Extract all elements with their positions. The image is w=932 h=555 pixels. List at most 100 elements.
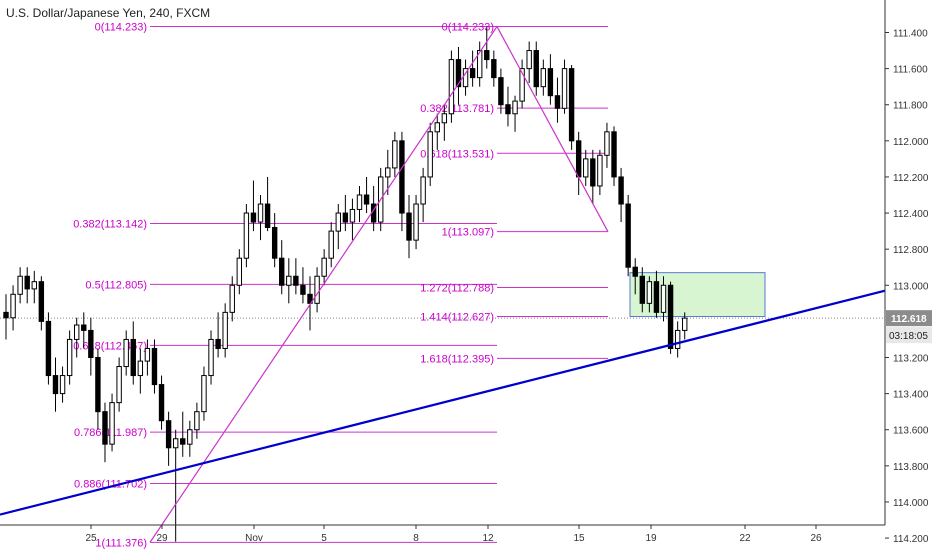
candle-body <box>420 176 426 205</box>
candle-body <box>102 411 108 445</box>
candle-body <box>476 50 483 79</box>
support-trendline[interactable] <box>0 289 886 516</box>
price-tick-label: 113.000 <box>893 281 929 292</box>
candle-body <box>590 158 596 187</box>
candle-body <box>24 275 30 290</box>
time-tick-label: 25 <box>85 533 97 544</box>
candle-body <box>540 68 547 88</box>
time-tick-label: 5 <box>321 533 327 544</box>
pattern-zigzag <box>149 25 609 543</box>
candle-body <box>321 257 327 277</box>
candle-body <box>342 212 349 223</box>
candle-body <box>413 203 419 241</box>
highlight-box[interactable] <box>629 272 766 318</box>
candle-body <box>498 77 504 106</box>
price-tick-label: 111.600 <box>893 65 928 76</box>
candle-body <box>130 338 136 377</box>
candle-body <box>88 329 94 359</box>
fib-retracement-label: 0(114.233) <box>95 22 147 34</box>
price-tick-label: 112.800 <box>893 245 929 256</box>
candle-body <box>505 104 511 115</box>
candle-body <box>441 113 448 124</box>
candle-body <box>526 50 532 70</box>
candle-body <box>172 438 179 449</box>
candle-body <box>257 203 264 223</box>
candle-body <box>17 275 23 295</box>
price-tick-label: 112.400 <box>893 209 929 220</box>
price-tick-label: 113.200 <box>893 354 929 365</box>
candle-body <box>45 320 52 377</box>
candle-body <box>674 329 681 349</box>
candle-body <box>10 293 16 319</box>
candle-body <box>3 311 9 319</box>
candle-body <box>385 167 391 178</box>
candle-body <box>484 50 490 61</box>
price-tick-label: 113.600 <box>893 426 929 437</box>
fib-extension-label: 0(114.233) <box>442 22 494 34</box>
candle-body <box>66 338 73 377</box>
candle-body <box>512 100 518 115</box>
time-tick-label: 8 <box>413 533 419 544</box>
candle-body <box>201 375 207 413</box>
candle-body <box>554 95 561 109</box>
candle-body <box>38 281 45 322</box>
fib-extension-label: 1.618(112.395) <box>420 353 494 365</box>
fib-retracement-label: 1(111.376) <box>95 537 147 549</box>
candle-body <box>59 375 66 395</box>
last-price-badge <box>886 310 932 327</box>
candle-body <box>236 257 243 286</box>
candle-body <box>95 357 101 413</box>
trendline-layer[interactable] <box>0 289 886 516</box>
candle-body <box>116 366 122 404</box>
candle-body <box>575 140 582 178</box>
candle-body <box>74 324 80 340</box>
candle-body <box>109 402 115 445</box>
fib-extension-label: 1(113.097) <box>442 227 494 239</box>
candle-body <box>604 131 610 156</box>
candle-body <box>151 347 158 386</box>
symbol-title: U.S. Dollar/Japanese Yen, 240, FXCM <box>6 6 211 20</box>
candle-body <box>335 212 341 232</box>
fib-extension-label: 1.272(112.788) <box>420 282 494 294</box>
candle-body <box>653 281 660 313</box>
candle-body <box>399 140 405 214</box>
candle-body <box>194 411 200 431</box>
candle-body <box>646 281 653 304</box>
candle-body <box>349 208 356 223</box>
candle-body <box>611 131 617 178</box>
candle-body <box>682 317 688 331</box>
time-tick-label: 26 <box>810 533 822 544</box>
candle-body <box>144 347 151 362</box>
candle-body <box>307 293 313 304</box>
time-tick-label: 19 <box>645 533 657 544</box>
candles-layer <box>3 26 688 542</box>
candle-body <box>222 311 228 349</box>
candle-body <box>31 281 37 290</box>
candle-body <box>271 227 278 259</box>
candle-body <box>314 275 320 304</box>
pattern-layer <box>149 25 609 543</box>
time-tick-label: Nov <box>245 533 263 544</box>
candle-body <box>667 284 674 349</box>
time-tick-label: 12 <box>482 533 494 544</box>
candle-body <box>52 375 59 395</box>
fib-extension-label: 0.618(113.531) <box>420 148 494 160</box>
candle-body <box>660 284 667 313</box>
price-tick-label: 112.000 <box>893 137 929 148</box>
candle-body <box>547 68 554 97</box>
candle-body <box>123 338 129 368</box>
candle-body <box>568 68 575 142</box>
countdown-label: 03:18:05 <box>889 331 928 342</box>
candle-body <box>618 176 624 205</box>
candle-body <box>356 194 363 210</box>
fib-retracement-label: 0.382(113.142) <box>73 219 147 231</box>
price-tick-label: 113.800 <box>893 462 929 473</box>
time-tick-label: 29 <box>156 533 168 544</box>
candle-body <box>491 59 497 79</box>
candle-body <box>406 212 412 241</box>
candle-body <box>165 420 172 449</box>
candle-body <box>328 230 334 259</box>
